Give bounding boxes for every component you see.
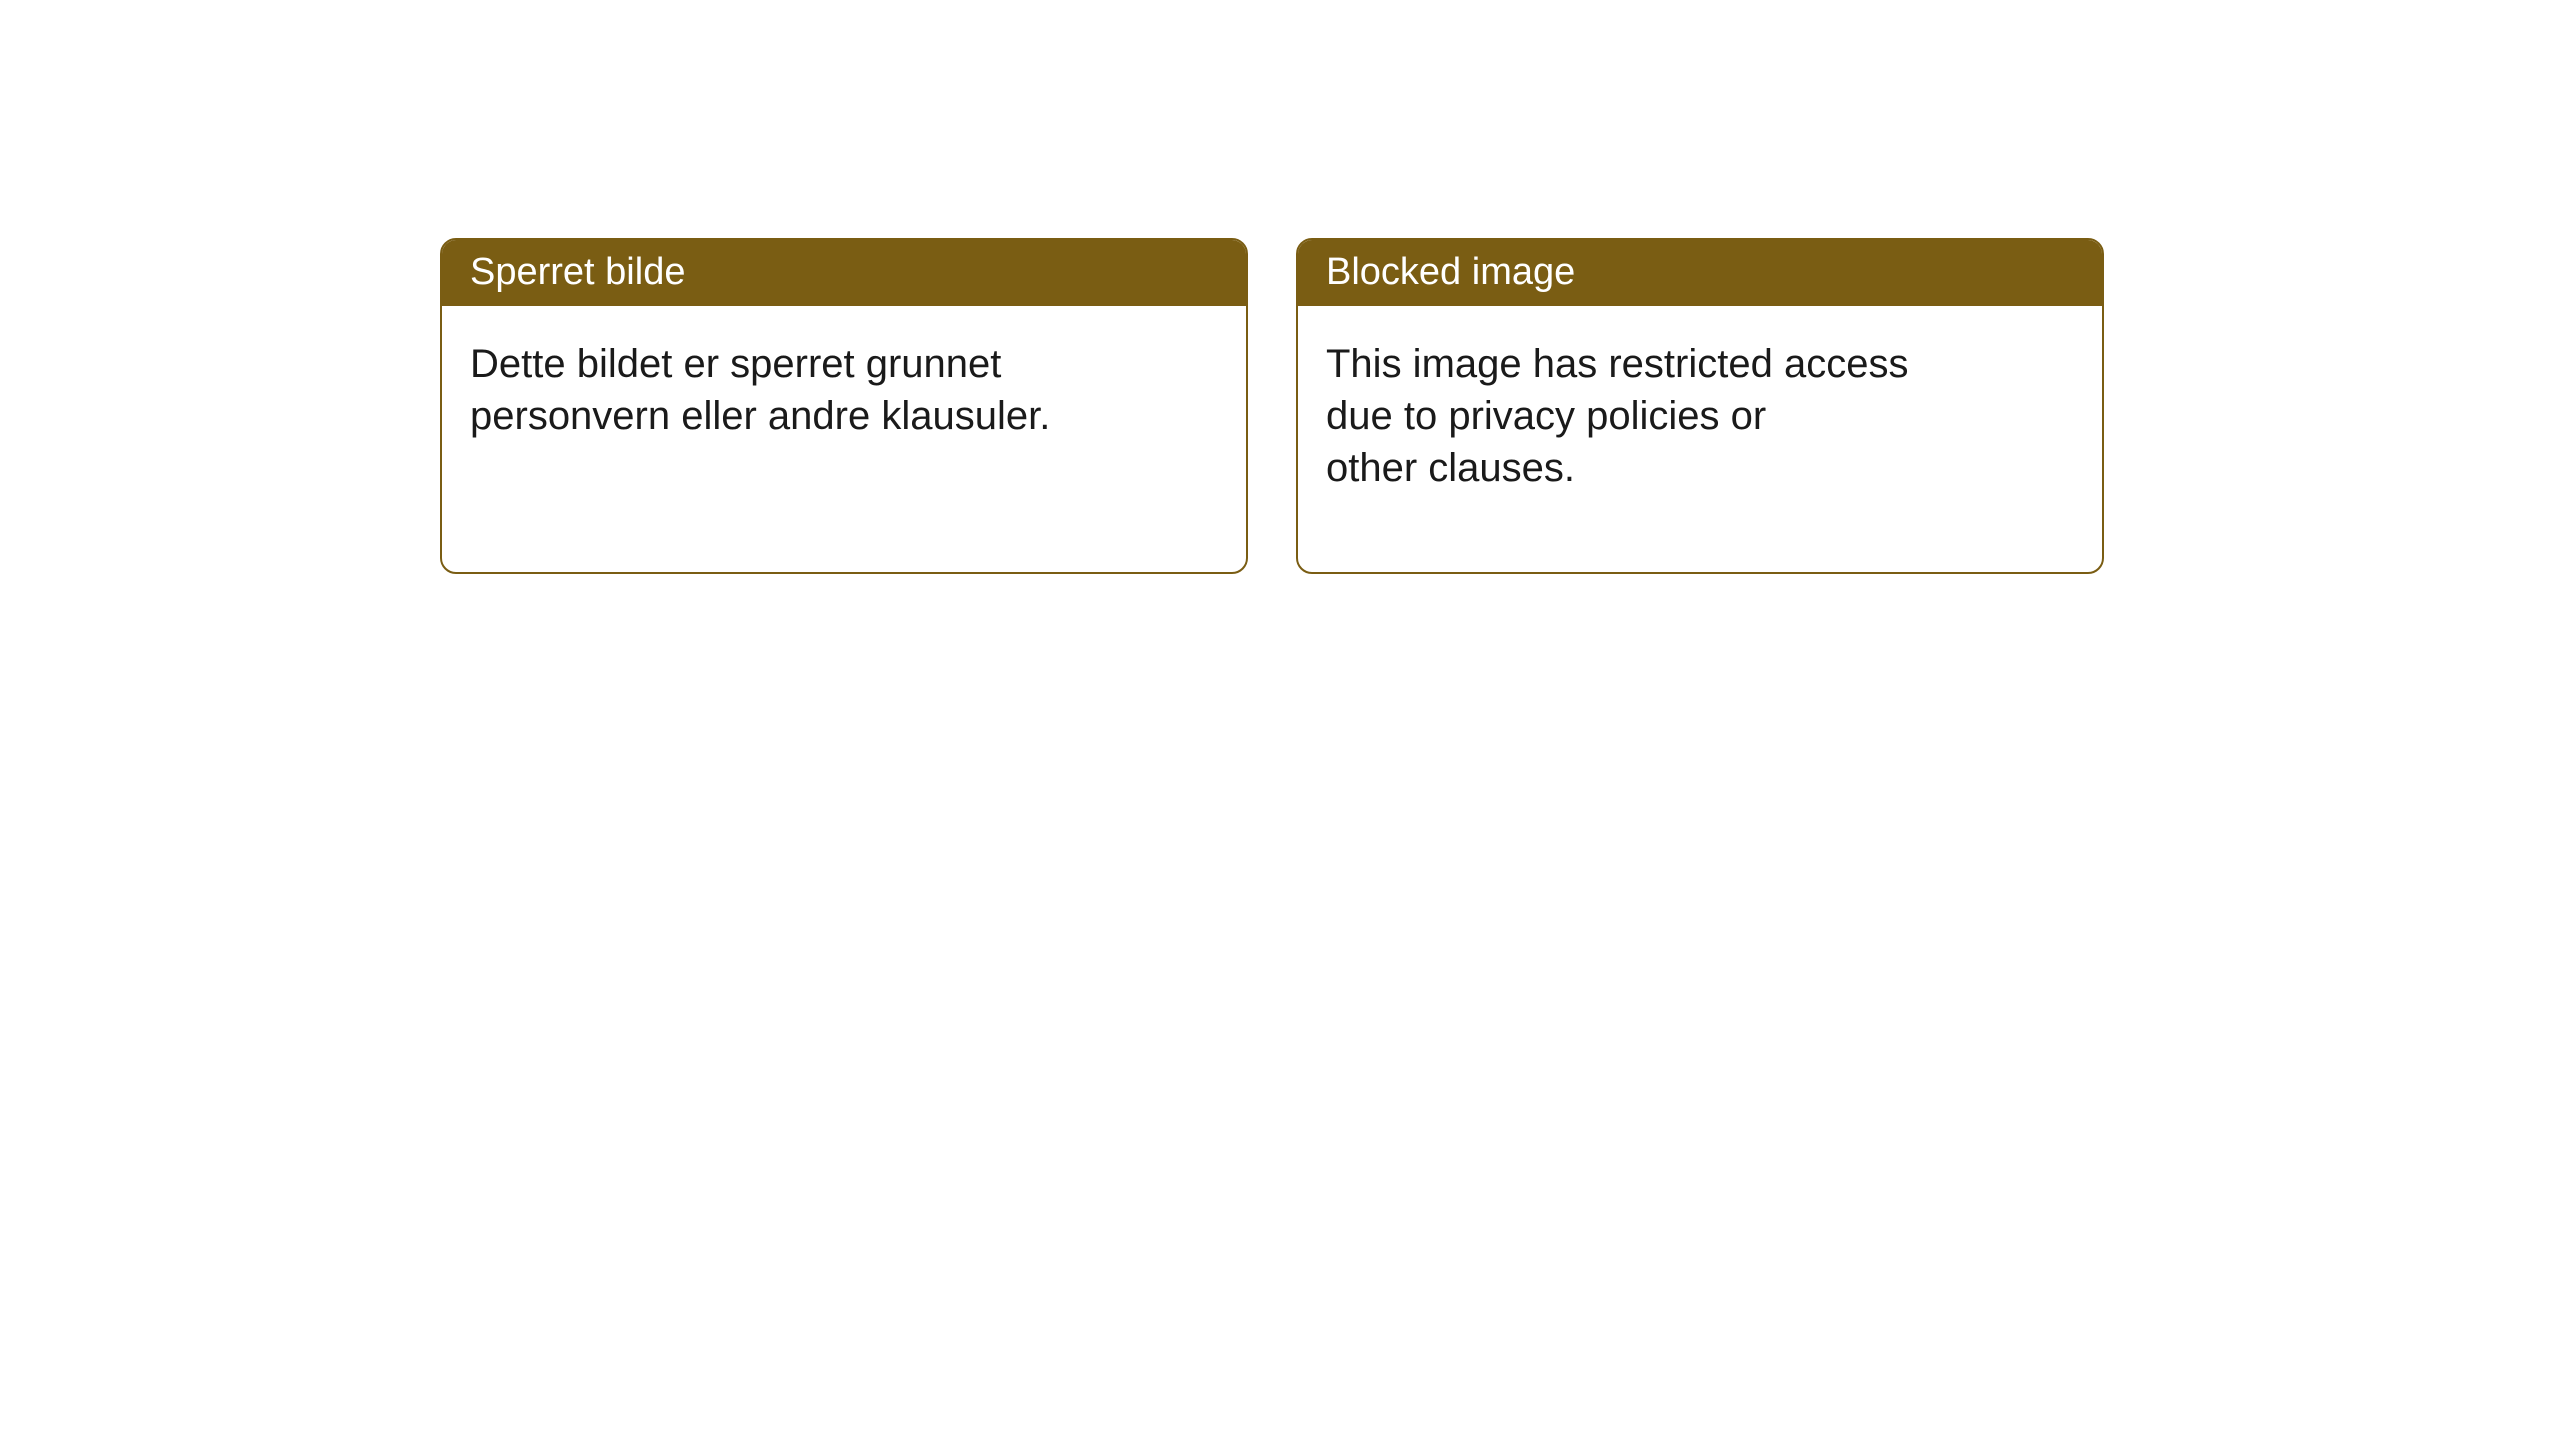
notice-body-english: This image has restricted access due to …	[1298, 306, 2102, 526]
notice-box-norwegian: Sperret bilde Dette bildet er sperret gr…	[440, 238, 1248, 574]
notice-body-norwegian: Dette bildet er sperret grunnet personve…	[442, 306, 1246, 474]
notice-title-norwegian: Sperret bilde	[442, 240, 1246, 306]
notice-container: Sperret bilde Dette bildet er sperret gr…	[440, 238, 2560, 574]
notice-box-english: Blocked image This image has restricted …	[1296, 238, 2104, 574]
notice-title-english: Blocked image	[1298, 240, 2102, 306]
